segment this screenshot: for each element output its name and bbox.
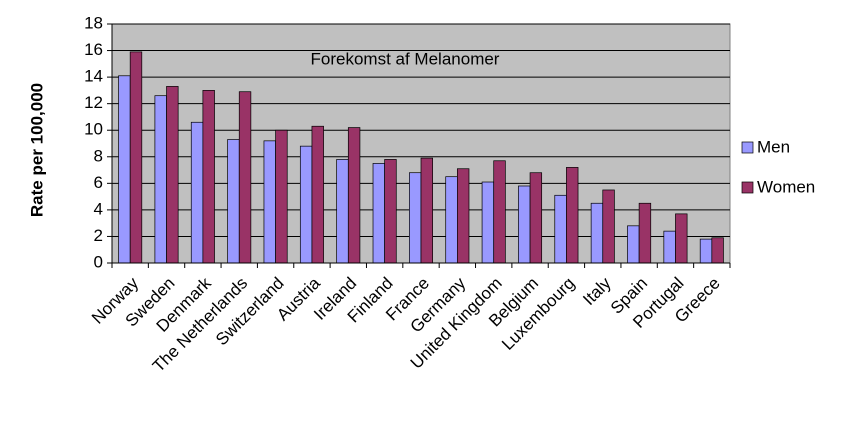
bar [675,213,688,264]
bar [166,86,179,264]
bar [227,139,240,264]
bar [275,129,288,264]
y-tick-label: 8 [94,146,103,165]
bar [481,181,495,264]
y-tick-label: 14 [84,67,103,86]
legend-swatch [741,141,754,154]
legend-label: Men [757,137,790,156]
bar [493,160,506,264]
y-tick-label: 6 [94,173,103,192]
bar [154,95,167,264]
bar [627,225,640,264]
y-tick-label: 0 [94,252,103,271]
bar [420,157,433,264]
bar [518,185,531,264]
bar [529,172,543,264]
bar [190,121,204,264]
bar [372,163,385,264]
bar [238,91,252,264]
bar [129,51,143,264]
bar [445,176,458,264]
chart-title: Forekomst af Melanomer [311,49,500,68]
y-tick-label: 16 [84,40,103,59]
bar [263,140,276,264]
bar [457,168,470,264]
y-tick-label: 4 [94,199,103,218]
bar [566,167,579,264]
bar [347,127,361,264]
bar [311,125,324,264]
bar [638,202,652,264]
y-tick-label: 10 [84,120,103,139]
bar [602,189,615,264]
bar [299,145,313,264]
bar [554,194,567,264]
bar [590,202,604,264]
bar [699,238,713,264]
legend-swatch [741,181,754,194]
bar [202,90,215,264]
y-tick-label: 18 [84,13,103,32]
bar [663,230,676,264]
y-tick-label: 2 [94,226,103,245]
bar [384,159,397,264]
bar [409,172,422,264]
y-tick-label: 12 [84,93,103,112]
bar [711,237,724,264]
bar [118,75,131,264]
legend-label: Women [757,177,815,196]
y-axis-label: Rate per 100,000 [27,83,46,217]
bar [336,159,349,264]
